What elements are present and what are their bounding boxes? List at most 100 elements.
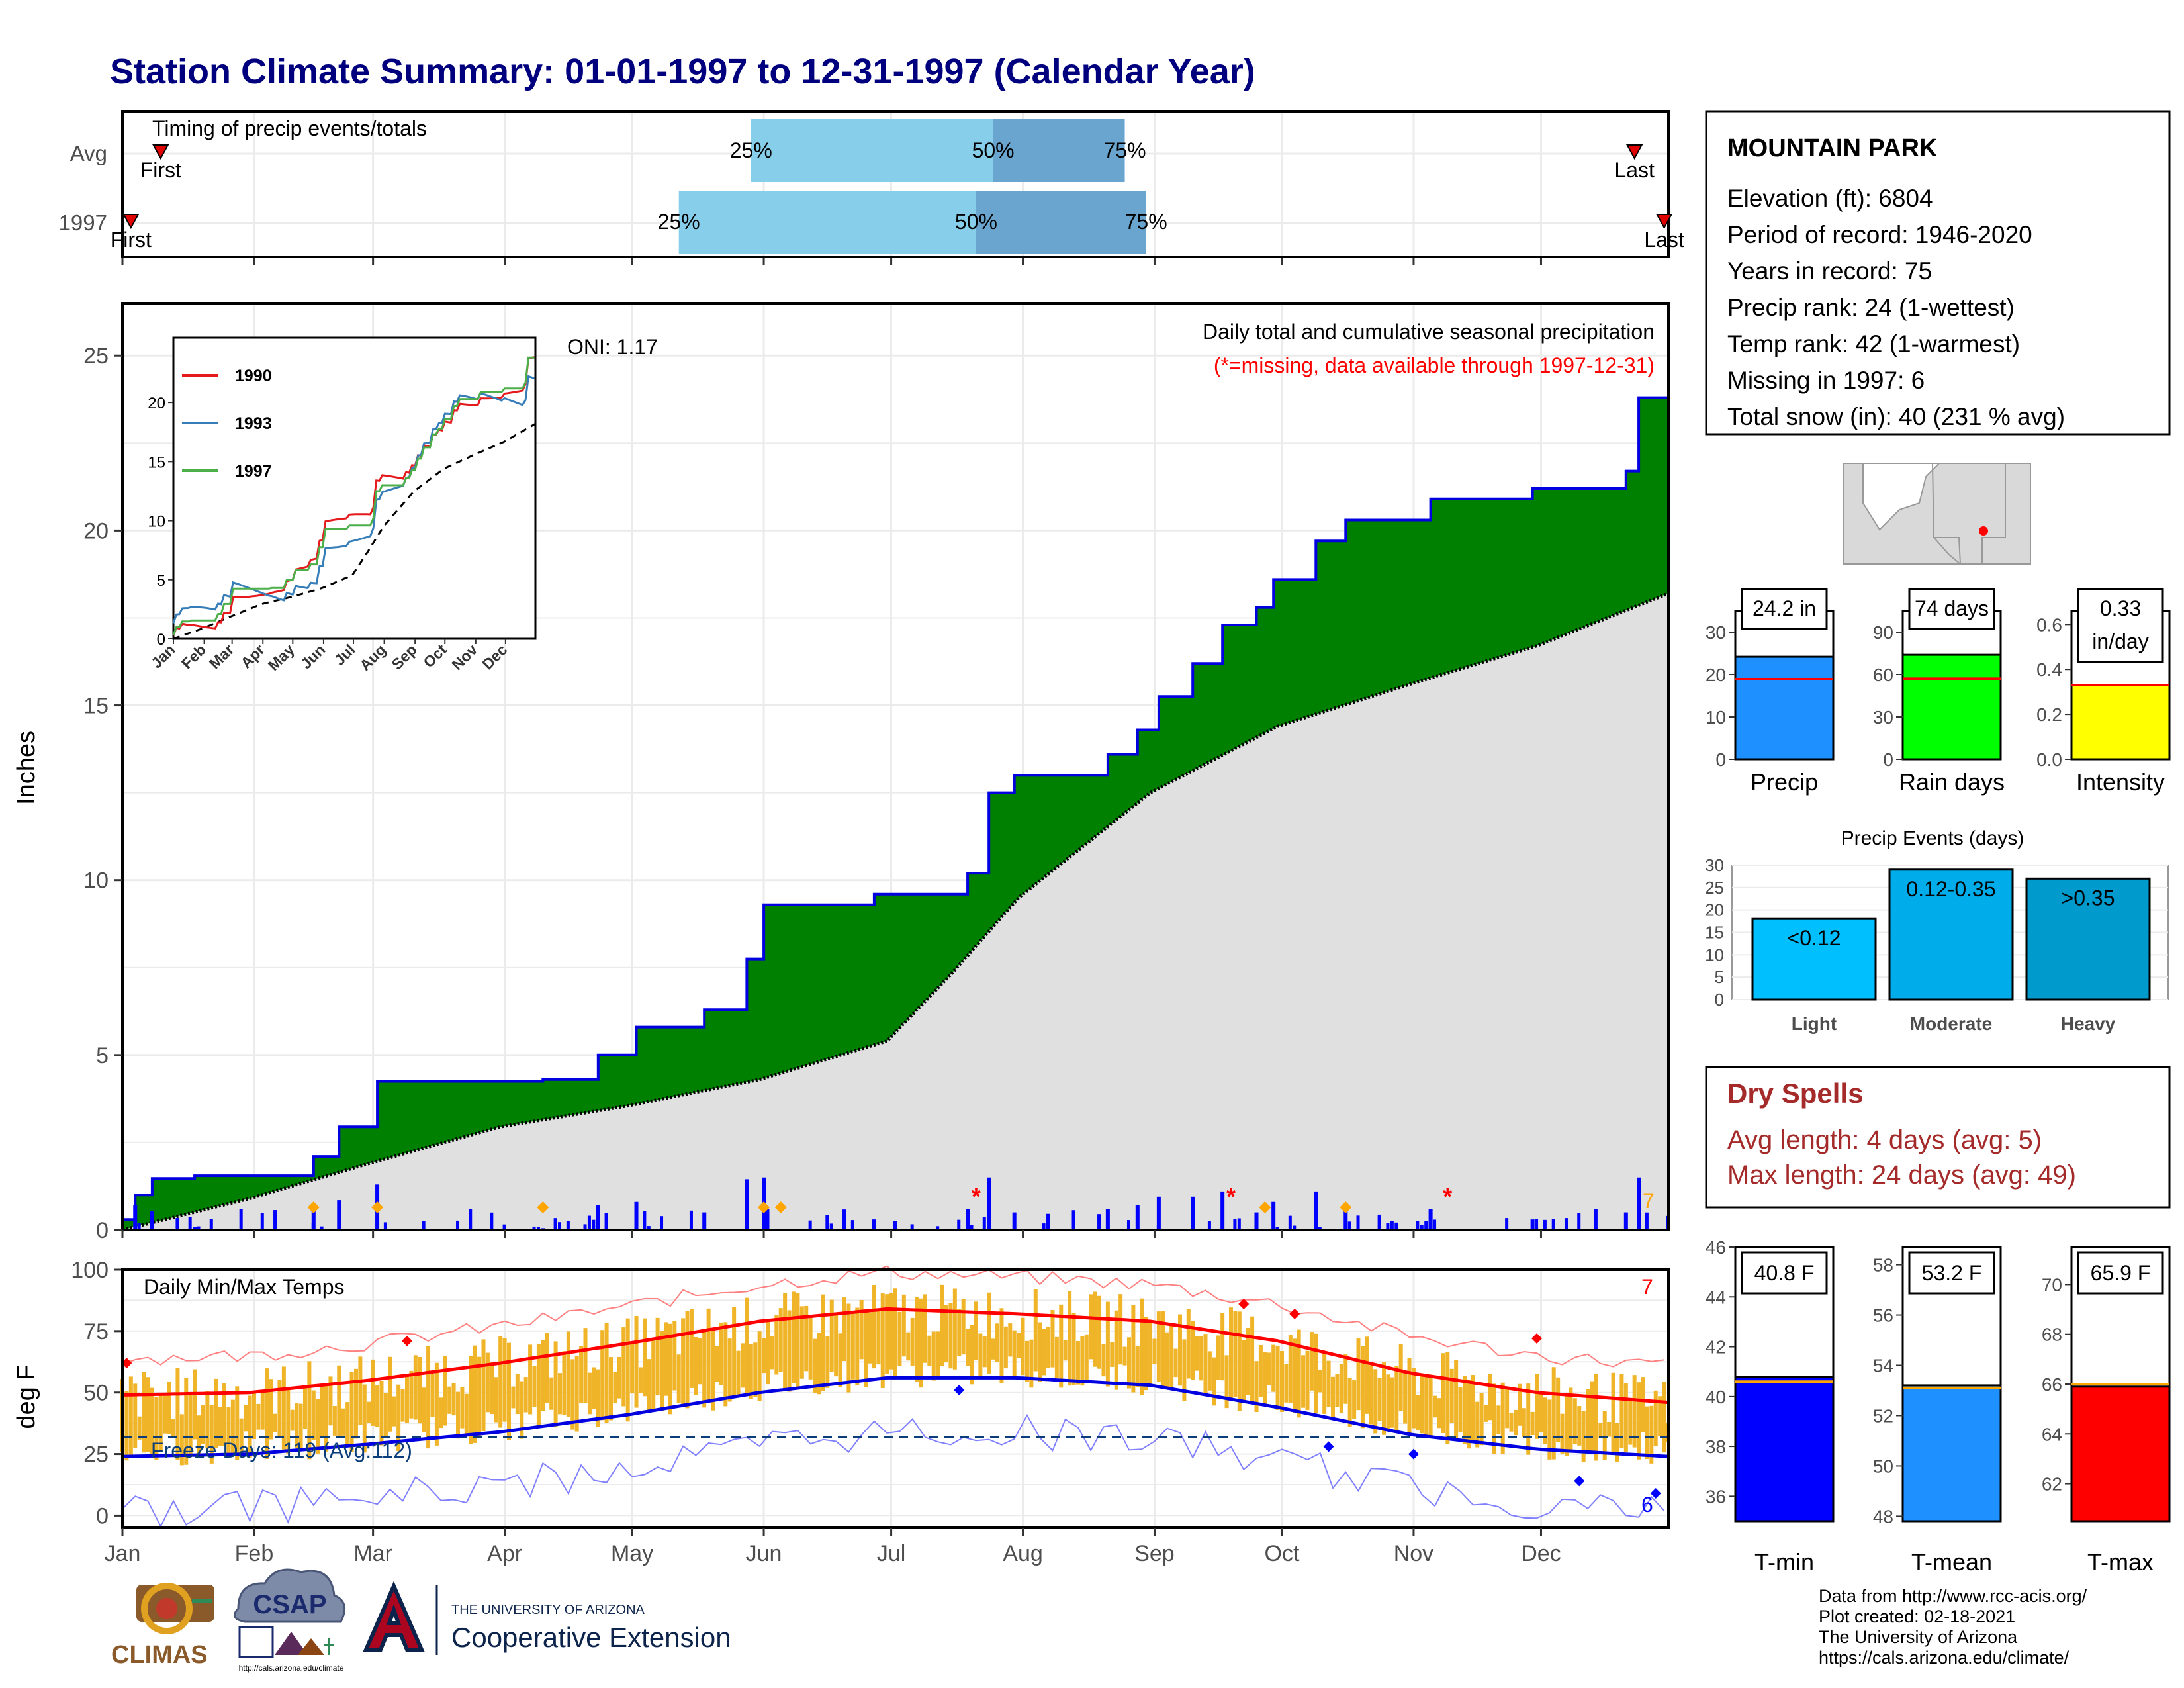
daily-temp-bar [1169, 1325, 1174, 1389]
month-label: Oct [1265, 1541, 1300, 1566]
y-tick-label: 20 [1705, 900, 1724, 920]
daily-precip-bar [150, 1211, 154, 1230]
daily-temp-bar [230, 1399, 235, 1456]
daily-temp-bar [481, 1339, 486, 1432]
timing-label: Timing of precip events/totals [152, 117, 427, 140]
daily-temp-bar [1496, 1405, 1501, 1434]
y-tick-label: 46 [1706, 1237, 1726, 1258]
daily-temp-bar [609, 1357, 614, 1421]
daily-temp-bar [868, 1312, 872, 1364]
daily-temp-bar [1177, 1314, 1182, 1386]
daily-precip-bar [850, 1220, 854, 1230]
station-line: Period of record: 1946-2020 [1727, 221, 2032, 248]
month-label: Mar [353, 1541, 392, 1566]
daily-temp-bar [1441, 1353, 1445, 1434]
daily-temp-bar [855, 1307, 860, 1385]
temp-bar-label: T-min [1754, 1548, 1814, 1575]
record-low-marker [1323, 1441, 1334, 1452]
daily-temp-bar [1394, 1366, 1399, 1431]
temp-value-label: 65.9 F [2091, 1261, 2151, 1285]
y-tick-label: 10 [1706, 707, 1726, 727]
daily-temp-bar [549, 1377, 554, 1410]
daily-temp-bar [592, 1367, 596, 1409]
daily-temp-bar [655, 1317, 660, 1396]
daily-temp-bar [995, 1323, 1000, 1362]
daily-temp-bar [1114, 1310, 1118, 1390]
temp-ylabel: deg F [13, 1364, 40, 1429]
daily-temp-bar [413, 1355, 418, 1420]
daily-temp-bar [1140, 1298, 1144, 1395]
daily-temp-bar [137, 1416, 142, 1440]
daily-precip-bar [842, 1209, 846, 1230]
daily-temp-bar [558, 1373, 563, 1415]
daily-temp-bar [1089, 1294, 1093, 1360]
csap-wordmark: CSAP [253, 1590, 326, 1619]
daily-precip-bar [1594, 1209, 1598, 1230]
first-event-marker [122, 214, 140, 230]
event-range-label: <0.12 [1788, 926, 1841, 950]
daily-precip-bar [239, 1209, 243, 1230]
daily-temp-bar [915, 1297, 919, 1383]
inset-y-label: 20 [148, 395, 165, 412]
daily-precip-bar [1386, 1223, 1390, 1230]
y-tick-label: 48 [1873, 1506, 1893, 1526]
daily-temp-bar [1645, 1406, 1649, 1460]
daily-temp-bar [1360, 1346, 1365, 1429]
daily-temp-bar [205, 1391, 210, 1449]
daily-temp-bar [332, 1405, 337, 1436]
daily-temp-bar [948, 1303, 953, 1369]
daily-temp-bar [1347, 1378, 1352, 1427]
snow-day-marker [1340, 1201, 1352, 1213]
daily-temp-bar [727, 1338, 732, 1402]
summary-bars: 0 10 20 30 24.2 in Precip 0 30 60 90 74 days Rain d… [1706, 588, 2171, 796]
daily-temp-bar [277, 1380, 282, 1437]
temp-bar [1901, 1384, 2002, 1523]
y-tick-label: 54 [1873, 1356, 1893, 1376]
snow-day-marker [371, 1201, 384, 1213]
daily-precip-bar [553, 1218, 557, 1230]
daily-temp-bar [536, 1344, 541, 1429]
daily-temp-bar [244, 1405, 248, 1432]
daily-temp-bar [1335, 1374, 1340, 1407]
timing-bar-50-75 [976, 191, 1146, 254]
temp-value-box [1908, 1251, 1995, 1295]
summary-bar [1734, 655, 1835, 761]
daily-temp-bar [473, 1345, 477, 1443]
daily-temp-bar [520, 1381, 524, 1439]
daily-temp-bar [1416, 1395, 1420, 1431]
daily-precip-bar [260, 1213, 264, 1230]
daily-temp-bar [821, 1294, 825, 1391]
daily-precip-bar [808, 1220, 812, 1230]
daily-temp-bar [1560, 1413, 1565, 1454]
timing-bar-25-50 [751, 119, 993, 182]
record-min-line [122, 1414, 1665, 1528]
event-category-label: Light [1792, 1013, 1837, 1034]
daily-temp-bar [1556, 1377, 1561, 1442]
daily-temp-bar [1101, 1344, 1106, 1377]
daily-precip-bar [634, 1201, 639, 1230]
daily-temp-bar [1581, 1411, 1586, 1462]
daily-temp-bar [171, 1419, 176, 1438]
daily-temp-bar [290, 1409, 295, 1431]
daily-temp-bar [991, 1338, 995, 1360]
y-tick-label: 42 [1706, 1337, 1726, 1358]
daily-temp-bar [1075, 1341, 1080, 1385]
credit-line: https://cals.arizona.edu/climate/ [1819, 1648, 2070, 1667]
inset-legend-label: 1990 [235, 367, 272, 385]
y-tick-label: 30 [1706, 622, 1726, 643]
daily-temp-bar [630, 1343, 635, 1394]
snow-day-marker [758, 1201, 770, 1213]
daily-temp-bar [154, 1397, 159, 1460]
temp-bar [2070, 1385, 2171, 1523]
daily-precip-bar [587, 1215, 591, 1230]
daily-temp-bar [1454, 1360, 1459, 1441]
temp-bar-label: T-max [2087, 1548, 2154, 1575]
daily-temp-bar [1471, 1375, 1475, 1440]
daily-temp-bar [341, 1408, 345, 1436]
daily-temp-bar [515, 1374, 520, 1415]
daily-temp-bar [1135, 1346, 1140, 1387]
daily-precip-bar [193, 1227, 197, 1230]
temp-bar [1734, 1376, 1835, 1523]
daily-precip-bar [592, 1219, 596, 1230]
daily-temp-bar [1033, 1289, 1038, 1372]
